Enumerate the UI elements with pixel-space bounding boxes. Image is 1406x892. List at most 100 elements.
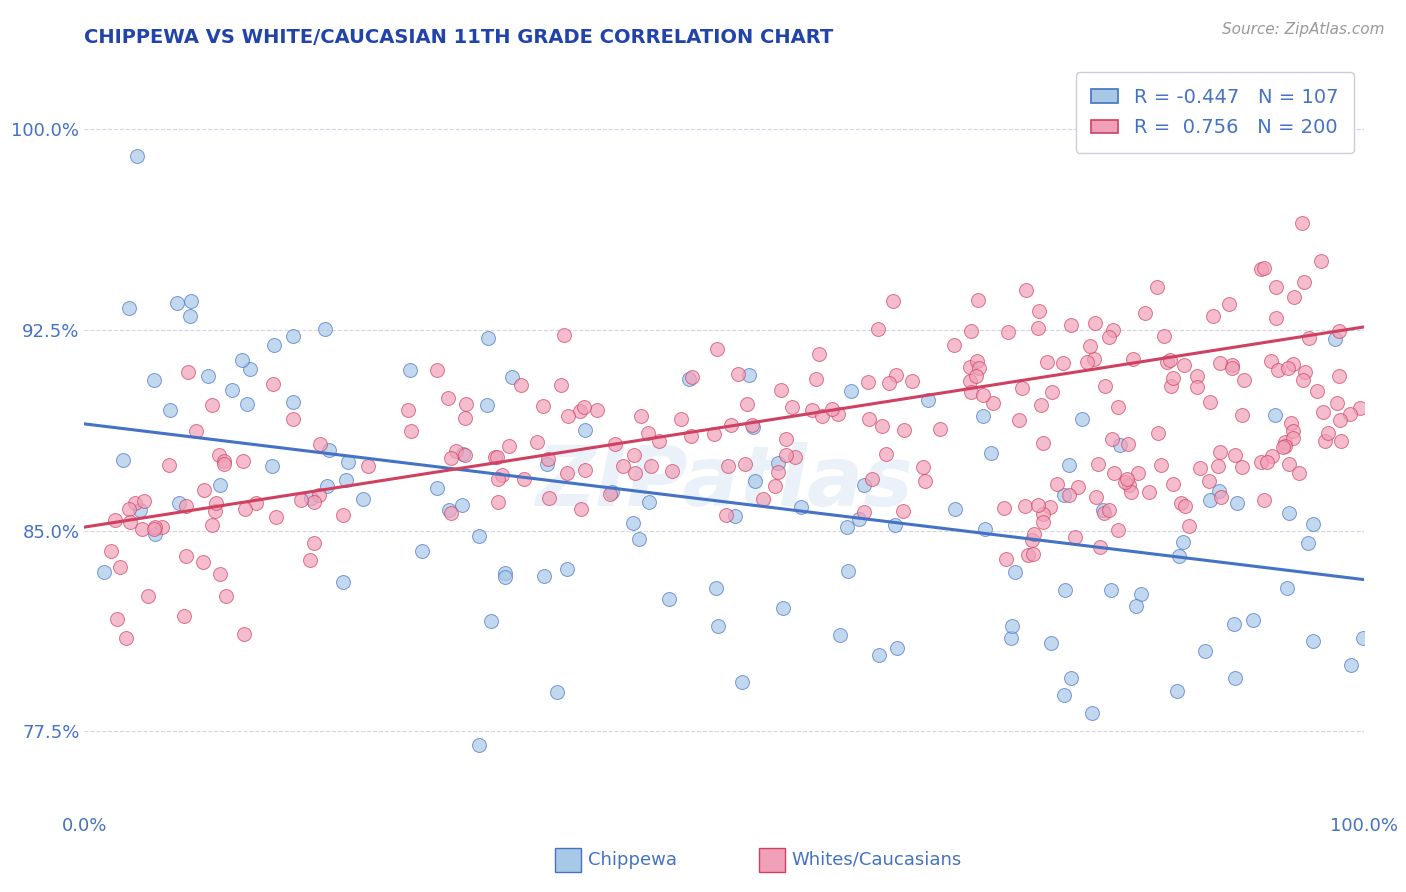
Point <box>1250 261 1272 276</box>
Point <box>1001 619 1024 633</box>
Point <box>835 520 858 534</box>
Point <box>1046 476 1069 491</box>
Point <box>142 372 165 386</box>
Point <box>603 436 626 450</box>
Point <box>159 402 181 417</box>
Point <box>1054 583 1077 598</box>
Point <box>1218 297 1240 311</box>
Point <box>179 309 201 323</box>
Point <box>1168 549 1191 563</box>
Point <box>770 383 793 397</box>
Point <box>1208 445 1230 459</box>
Point <box>1008 413 1031 427</box>
Point <box>648 434 671 448</box>
Point <box>882 293 904 308</box>
Point <box>891 504 914 518</box>
Point <box>204 503 226 517</box>
Point <box>1057 488 1080 502</box>
Point <box>118 501 141 516</box>
Point <box>1288 466 1310 480</box>
Point <box>533 569 555 583</box>
Point <box>332 575 354 590</box>
Point <box>111 453 134 467</box>
Point <box>1278 457 1301 471</box>
Point <box>744 474 766 488</box>
Point <box>304 536 326 550</box>
Point <box>875 447 897 461</box>
Point <box>308 488 330 502</box>
Point <box>411 543 433 558</box>
Point <box>997 325 1019 339</box>
Text: Source: ZipAtlas.com: Source: ZipAtlas.com <box>1222 22 1385 37</box>
Point <box>180 294 202 309</box>
Point <box>1160 379 1182 393</box>
Point <box>125 149 148 163</box>
Point <box>884 518 907 533</box>
Point <box>396 402 419 417</box>
Point <box>1156 355 1178 369</box>
Point <box>1015 283 1038 297</box>
Point <box>1097 502 1119 516</box>
Point <box>752 492 775 507</box>
Point <box>1028 304 1050 318</box>
Point <box>994 552 1017 566</box>
Point <box>1302 516 1324 531</box>
Point <box>352 491 374 506</box>
Point <box>245 496 267 510</box>
Point <box>820 401 842 416</box>
Point <box>638 494 661 508</box>
Point <box>1202 310 1225 324</box>
Point <box>630 409 652 423</box>
Point <box>1278 507 1301 521</box>
Point <box>969 361 991 376</box>
Point <box>1261 450 1284 464</box>
Point <box>1159 352 1181 367</box>
Point <box>980 446 1002 460</box>
Point <box>661 464 683 478</box>
Point <box>1116 472 1139 486</box>
Point <box>491 468 513 483</box>
Point <box>1305 384 1327 399</box>
Point <box>513 472 536 486</box>
Point <box>1114 475 1136 489</box>
Point <box>1116 437 1139 451</box>
Point <box>612 458 634 473</box>
Point <box>1198 493 1220 508</box>
Point <box>143 520 166 534</box>
Point <box>1153 329 1175 343</box>
Point <box>1053 689 1076 703</box>
Point <box>1000 631 1022 645</box>
Point <box>1161 477 1184 491</box>
Point <box>1291 216 1313 230</box>
Point <box>100 543 122 558</box>
Point <box>150 520 173 534</box>
Point <box>1078 338 1101 352</box>
Point <box>886 368 908 382</box>
Point <box>1091 503 1114 517</box>
Point <box>572 400 595 414</box>
Point <box>735 396 758 410</box>
Point <box>1011 381 1033 395</box>
Point <box>1256 454 1278 468</box>
Point <box>766 466 789 480</box>
Point <box>1292 373 1315 387</box>
Point <box>1173 535 1195 549</box>
Point <box>233 627 256 641</box>
Point <box>212 454 235 468</box>
Point <box>785 450 807 465</box>
Point <box>959 360 981 375</box>
Point <box>212 457 235 471</box>
Point <box>870 419 893 434</box>
Point <box>456 397 478 411</box>
Point <box>1223 671 1246 685</box>
Point <box>624 466 647 480</box>
Point <box>494 570 516 584</box>
Point <box>720 417 742 432</box>
Point <box>837 564 859 578</box>
Point <box>972 409 994 423</box>
Point <box>974 522 997 536</box>
Point <box>858 375 880 389</box>
Point <box>1199 395 1222 409</box>
Point <box>501 369 523 384</box>
Point <box>1038 500 1060 514</box>
